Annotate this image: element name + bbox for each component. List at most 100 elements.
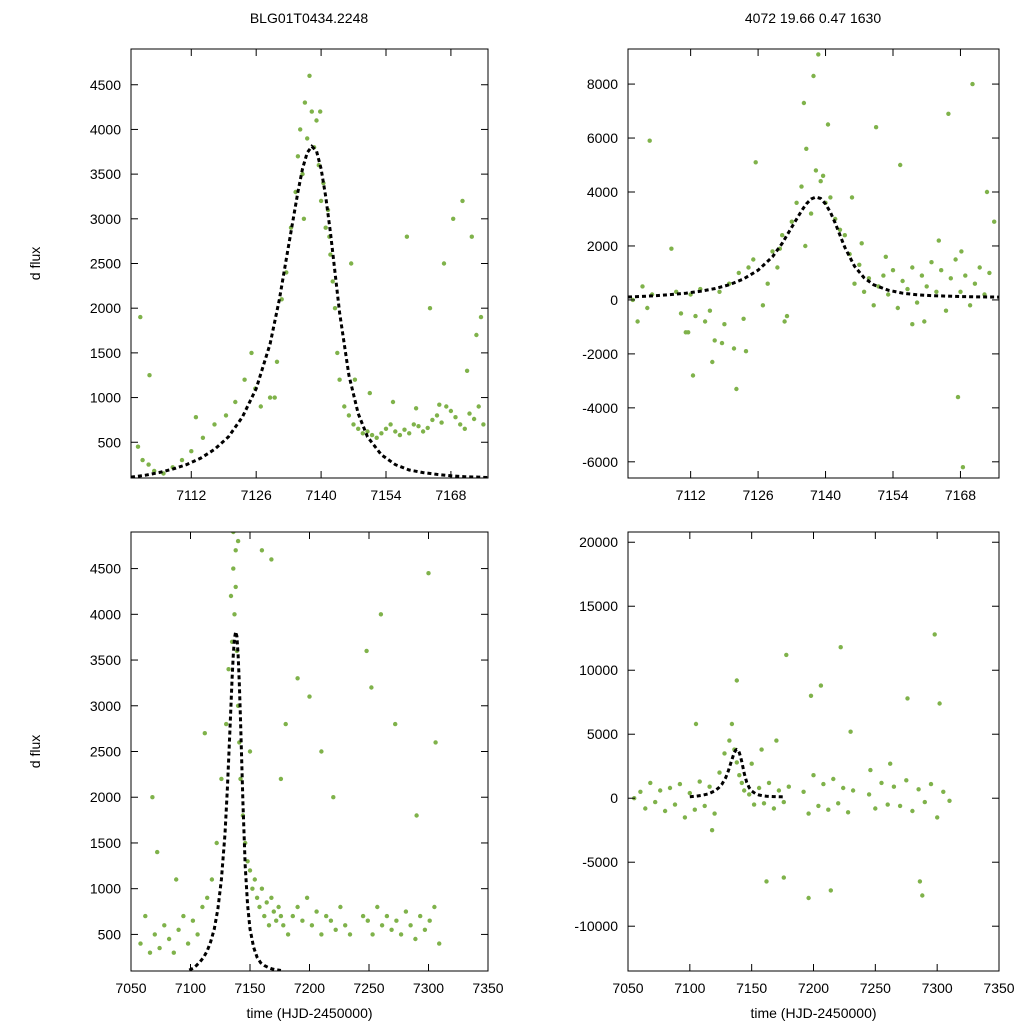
data-point (226, 667, 231, 672)
data-point (300, 918, 305, 923)
data-point (937, 701, 942, 706)
y-tick-label: 3000 (90, 211, 121, 227)
y-tick-label: 2000 (90, 300, 121, 316)
data-point (413, 406, 419, 411)
model-curve (131, 144, 488, 478)
x-tick-label: 7100 (674, 980, 705, 996)
data-point (478, 314, 484, 320)
data-point (309, 109, 314, 114)
data-point (476, 404, 481, 409)
data-point (462, 426, 467, 431)
data-point (247, 749, 253, 754)
plot-frame (627, 531, 1000, 972)
data-point (245, 859, 250, 864)
y-tick-label: 500 (98, 926, 122, 942)
data-point (941, 789, 946, 794)
data-point (816, 52, 821, 57)
y-tick-label: 2500 (90, 744, 121, 760)
data-point (314, 909, 319, 914)
data-point (146, 462, 151, 467)
data-point (881, 273, 886, 278)
data-point (891, 784, 897, 789)
data-point (370, 932, 375, 937)
data-point (388, 422, 393, 427)
data-point (404, 234, 410, 239)
data-point (155, 849, 160, 855)
data-point (242, 377, 247, 382)
data-point (318, 198, 324, 204)
x-tick-label: 7350 (472, 980, 503, 996)
data-point (324, 913, 329, 919)
data-point (682, 815, 688, 820)
data-point (690, 373, 696, 378)
x-tick-label: 7150 (736, 980, 767, 996)
data-point (474, 332, 479, 338)
data-point (808, 693, 814, 698)
y-tick-label: 2500 (90, 256, 121, 272)
data-point (437, 402, 442, 407)
data-point (394, 918, 399, 923)
data-point (356, 426, 361, 431)
data-point (640, 284, 645, 289)
data-point (693, 721, 699, 727)
data-point (150, 795, 155, 800)
data-point (828, 888, 833, 893)
y-tick-label: 4000 (587, 184, 618, 200)
data-point (953, 257, 958, 262)
data-point (958, 289, 963, 294)
data-point (759, 747, 764, 752)
data-point (635, 319, 640, 324)
data-point (743, 349, 749, 354)
y-tick-label: -6000 (582, 454, 618, 470)
data-point (200, 435, 206, 440)
data-point (848, 729, 853, 734)
data-point (883, 254, 888, 259)
data-point (922, 799, 927, 805)
data-point (335, 350, 340, 356)
x-tick-label: 7126 (241, 487, 272, 503)
y-tick-label: 6000 (587, 130, 618, 146)
data-point (692, 807, 697, 812)
data-point (349, 261, 354, 266)
observed-points (138, 532, 442, 955)
y-tick-label: 1000 (90, 390, 121, 406)
data-point (432, 904, 437, 910)
data-point (756, 785, 762, 791)
data-point (384, 913, 390, 919)
y-tick-label: 8000 (587, 76, 618, 92)
data-point (904, 778, 909, 783)
x-tick-label: 7350 (983, 980, 1014, 996)
data-point (232, 612, 237, 617)
data-point (919, 273, 925, 278)
data-point (157, 945, 162, 951)
data-point (397, 432, 403, 438)
data-point (753, 160, 758, 165)
plot-area (628, 52, 999, 470)
y-axis-label: d flux (27, 247, 43, 280)
data-point (360, 431, 365, 436)
data-point (379, 431, 384, 436)
data-point (727, 738, 732, 743)
data-point (426, 571, 431, 576)
data-point (162, 923, 167, 928)
data-point (464, 368, 470, 373)
data-point (784, 652, 789, 658)
data-point (776, 788, 782, 793)
y-tick-label: -2000 (582, 346, 618, 362)
data-point (276, 904, 281, 910)
data-point (448, 408, 454, 414)
data-point (667, 785, 673, 791)
data-point (734, 760, 739, 765)
panel-bottom-left: 7050 7100 7150 7200 7250 7300 7350 500 1000 1500 2… (27, 531, 504, 1021)
data-point (328, 918, 334, 923)
data-point (771, 806, 777, 811)
data-point (992, 219, 997, 224)
x-tick-label: 7168 (435, 487, 466, 503)
data-point (712, 338, 717, 343)
data-point (403, 909, 409, 914)
data-point (808, 211, 814, 216)
x-tick-label: 7300 (922, 980, 953, 996)
data-point (481, 422, 486, 427)
data-point (719, 340, 725, 346)
data-point (886, 292, 891, 297)
